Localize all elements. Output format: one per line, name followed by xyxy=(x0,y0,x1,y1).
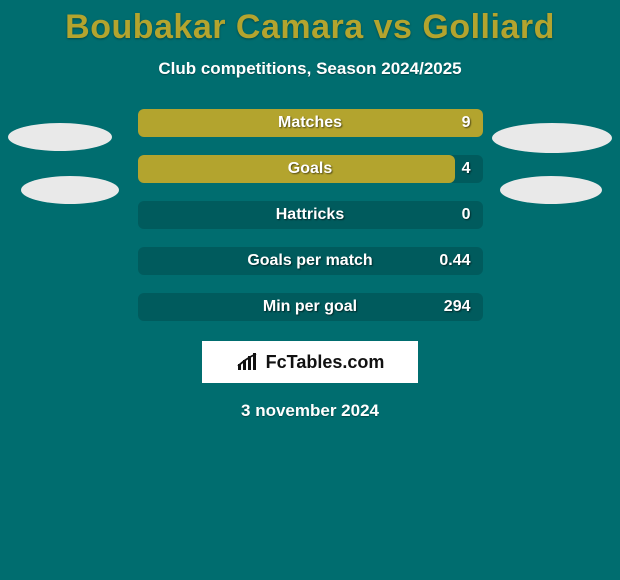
logo-box: FcTables.com xyxy=(202,341,418,383)
logo-prefix: Fc xyxy=(266,352,287,372)
logo-text: FcTables.com xyxy=(266,352,385,373)
bar-base xyxy=(138,201,483,229)
stat-row: Matches9 xyxy=(138,109,483,137)
comparison-infographic: Boubakar Camara vs Golliard Club competi… xyxy=(0,0,620,580)
chart-icon xyxy=(236,352,262,372)
stat-row: Hattricks0 xyxy=(138,201,483,229)
stat-row: Goals per match0.44 xyxy=(138,247,483,275)
bar-fill xyxy=(138,109,483,137)
bar-base xyxy=(138,293,483,321)
logo-suffix: .com xyxy=(342,352,384,372)
bar-fill xyxy=(138,155,455,183)
bar-base xyxy=(138,247,483,275)
stats-list: Matches9 Goals4 Hattricks0 Goals per match0… xyxy=(0,109,620,321)
date-text: 3 november 2024 xyxy=(241,401,379,421)
stat-row: Min per goal294 xyxy=(138,293,483,321)
subtitle: Club competitions, Season 2024/2025 xyxy=(158,59,461,79)
logo-main: Tables xyxy=(287,352,343,372)
page-title: Boubakar Camara vs Golliard xyxy=(65,8,555,47)
stat-row: Goals4 xyxy=(138,155,483,183)
